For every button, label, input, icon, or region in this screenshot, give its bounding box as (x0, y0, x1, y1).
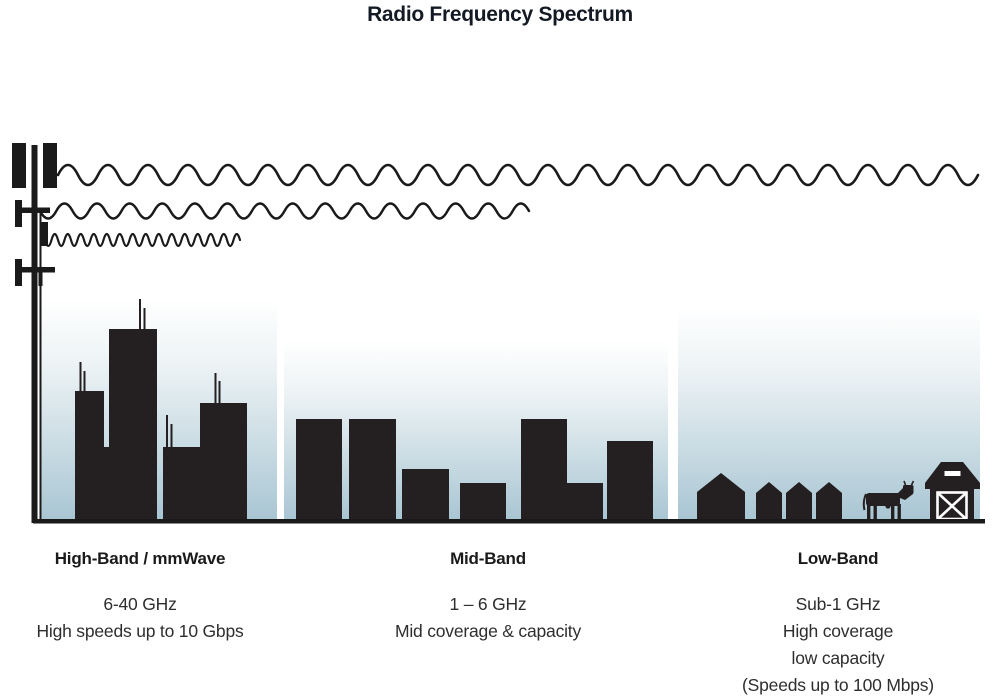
building (349, 419, 396, 520)
building (402, 469, 449, 520)
cow-icon (862, 480, 915, 519)
building (567, 483, 603, 520)
mid-band-details: 1 – 6 GHz Mid coverage & capacity (338, 591, 638, 645)
barn-loft-vent (944, 471, 961, 476)
page-title: Radio Frequency Spectrum (367, 3, 633, 26)
skyscraper (104, 447, 109, 520)
ground-line (33, 519, 985, 524)
rural-scene (697, 462, 980, 521)
mid-frequency-medium-wave-icon (38, 202, 531, 220)
building (607, 441, 653, 520)
mid-band-description: Mid coverage & capacity (394, 621, 582, 641)
high-band-details: 6-40 GHz High speeds up to 10 Gbps (0, 591, 290, 645)
skyscraper (75, 391, 104, 520)
house-icon (756, 482, 782, 520)
tower-small-antenna-panel (41, 222, 48, 246)
low-frequency-long-wave-icon (56, 163, 980, 187)
low-band-capacity: low capacity (791, 648, 885, 668)
low-band-label-group: Low-Band Sub-1 GHz High coverage low cap… (688, 549, 988, 699)
house-icon (816, 482, 842, 520)
building (296, 419, 342, 520)
low-band-speed: (Speeds up to 100 Mbps) (742, 675, 934, 695)
high-band-description: High speeds up to 10 Gbps (36, 621, 244, 641)
high-band-heading: High-Band / mmWave (54, 549, 226, 568)
skyscraper (109, 329, 157, 520)
radio-waves (38, 163, 980, 248)
house-icon (786, 482, 812, 520)
skyscraper (163, 447, 200, 520)
rooftop-antennas (79, 299, 221, 448)
low-band-coverage: High coverage (782, 621, 894, 641)
house-icon (697, 473, 745, 520)
barn-door (936, 491, 968, 521)
high-frequency-short-wave-icon (43, 232, 242, 248)
mid-rise-buildings-icon (296, 419, 653, 520)
high-band-label-group: High-Band / mmWave 6-40 GHz High speeds … (0, 549, 290, 645)
city-skyscrapers-icon (75, 299, 247, 520)
high-band-frequency: 6-40 GHz (103, 594, 177, 614)
tower-stub (38, 272, 43, 286)
mid-band-frequency: 1 – 6 GHz (449, 594, 527, 614)
tower-mast (31, 145, 38, 523)
low-band-details: Sub-1 GHz High coverage low capacity (Sp… (688, 591, 988, 699)
skyscraper (200, 403, 247, 520)
low-band-heading: Low-Band (797, 549, 879, 568)
building (460, 483, 506, 520)
tower-secondary-mast (39, 212, 42, 520)
tower-crossarm-lower (15, 267, 55, 273)
tower-lower-antenna-panel (15, 259, 22, 286)
tower-top-antenna-panel-right (43, 143, 57, 188)
mid-band-label-group: Mid-Band 1 – 6 GHz Mid coverage & capaci… (338, 549, 638, 645)
tower-crossarm-upper (15, 207, 50, 213)
tower-top-antenna-panel-left (12, 143, 26, 188)
mid-band-heading: Mid-Band (450, 549, 526, 568)
building (521, 419, 567, 520)
tower-mid-antenna-panel (15, 200, 22, 227)
low-band-frequency: Sub-1 GHz (795, 594, 881, 614)
cell-tower-icon (12, 143, 57, 523)
